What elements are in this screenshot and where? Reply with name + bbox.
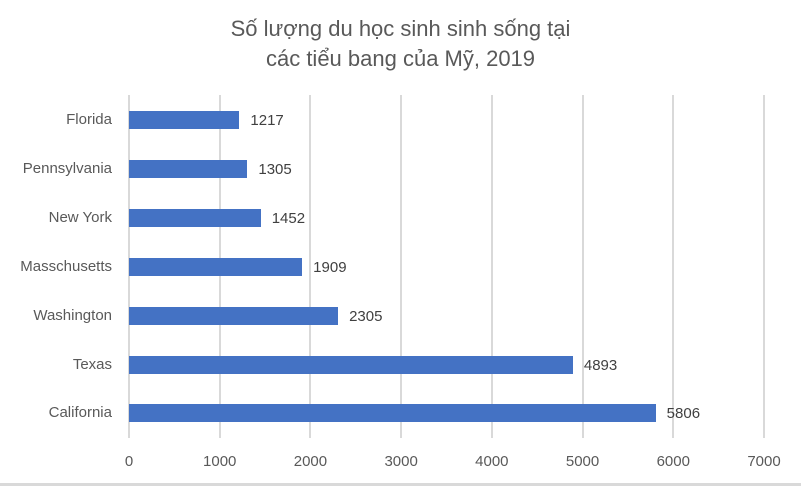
category-label: California xyxy=(48,404,112,421)
gridline xyxy=(672,95,675,438)
category-label: Pennsylvania xyxy=(22,160,112,177)
bottom-border xyxy=(0,483,801,486)
bar xyxy=(129,111,240,129)
chart-title-line-2: các tiểu bang của Mỹ, 2019 xyxy=(265,46,536,71)
data-label: 2305 xyxy=(349,308,383,325)
x-tick-label: 6000 xyxy=(656,453,690,470)
x-tick-label: 4000 xyxy=(475,453,509,470)
gridline xyxy=(490,95,493,438)
category-label: Texas xyxy=(72,356,112,373)
category-label: Washington xyxy=(33,307,112,324)
gridline xyxy=(763,95,765,438)
category-label: Florida xyxy=(66,111,112,128)
x-tick-label: 0 xyxy=(124,453,134,470)
data-label: 1217 xyxy=(250,112,284,129)
chart-title: Số lượng du học sinh sinh sống tại các t… xyxy=(0,14,801,74)
data-label: 1452 xyxy=(271,210,306,227)
bar xyxy=(129,307,339,325)
x-tick-label: 7000 xyxy=(747,453,781,470)
bar xyxy=(129,160,248,178)
data-label: 1305 xyxy=(258,161,292,178)
x-tick-label: 5000 xyxy=(565,453,600,470)
bar xyxy=(129,404,656,422)
category-label: Masschusetts xyxy=(20,258,112,275)
category-label: New York xyxy=(48,209,112,226)
gridline xyxy=(581,95,584,438)
data-label: 1909 xyxy=(313,259,347,276)
bar xyxy=(129,356,573,374)
chart-title-line-1: Số lượng du học sinh sinh sống tại xyxy=(230,16,571,41)
x-tick-label: 1000 xyxy=(203,453,237,470)
data-label: 5806 xyxy=(666,405,701,422)
x-tick-label: 3000 xyxy=(384,453,418,470)
bar xyxy=(129,209,261,227)
gridline xyxy=(400,95,403,438)
bar xyxy=(129,258,303,276)
x-tick-label: 2000 xyxy=(293,453,328,470)
gridline xyxy=(309,95,312,438)
data-label: 4893 xyxy=(583,357,618,374)
